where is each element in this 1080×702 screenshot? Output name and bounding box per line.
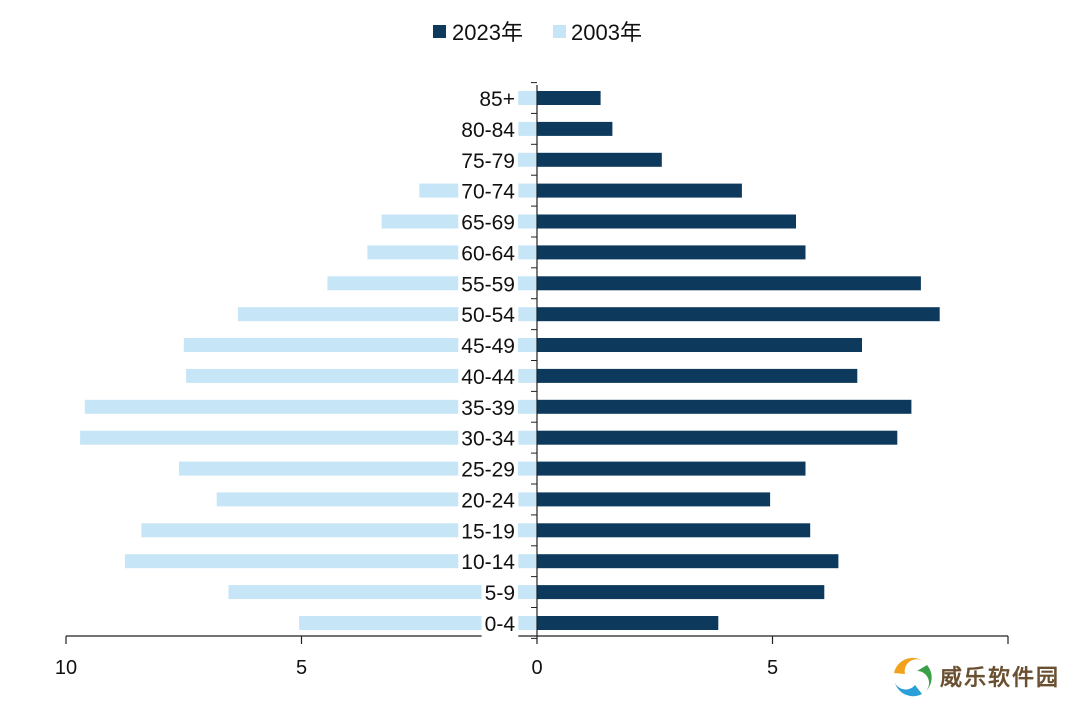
bar-right-85+ [537,91,601,105]
category-labels: 85+ 80-84 75-79 70-74 65-69 60-64 55-59 50-54 45… [458,87,519,637]
bar-right-50-54 [537,307,940,322]
category-label: 55-59 [461,273,515,296]
bar-left-10-14 [124,554,538,569]
bar-right-80-84 [537,121,613,136]
bar-right-20-24 [537,492,771,507]
bar-left-30-34 [80,430,537,445]
legend-swatch-0 [433,25,446,38]
category-label: 35-39 [461,397,515,420]
bar-right-65-69 [537,214,796,229]
category-label-background [481,612,519,637]
category-label: 25-29 [461,459,515,482]
category-label-background [458,148,518,174]
category-label-background [458,364,519,390]
x-tick-label: 5 [296,657,307,679]
category-label-background [458,550,519,576]
bar-left-40-44 [186,368,537,383]
legend-swatch-1 [553,25,566,38]
x-tick-label: 5 [767,657,778,679]
category-label-background [458,179,519,205]
category-label: 50-54 [461,304,515,327]
category-label-background [458,457,518,483]
bar-right-30-34 [537,430,898,445]
bar-left-0-4 [299,616,537,630]
category-label-background [458,395,518,421]
category-label-background [458,519,518,545]
category-label-background [476,87,518,112]
category-label-background [458,334,518,359]
category-label: 0-4 [485,613,516,636]
bar-left-85+ [518,91,537,105]
bar-right-75-79 [537,152,662,167]
category-label-background [458,272,518,298]
bar-right-25-29 [537,461,806,476]
category-label: 70-74 [461,181,515,204]
category-label: 65-69 [461,212,515,235]
x-tick-label: 0 [531,657,542,679]
category-label-background [458,117,519,143]
bar-right-0-4 [537,616,719,630]
category-label: 20-24 [461,489,515,512]
watermark-text: 威乐软件园 [940,665,1060,691]
category-label-background [458,241,519,267]
bar-right-40-44 [537,368,858,383]
watermark: 威乐软件园 [892,656,1060,698]
category-label: 5-9 [485,582,515,605]
legend: 2023年 2003年 [433,20,642,45]
legend-label-1: 2003年 [571,20,642,45]
bar-left-35-39 [84,399,538,414]
axes-group: 10 5 0 5 [55,82,1009,679]
category-label: 10-14 [461,551,515,574]
bar-left-45-49 [183,338,538,352]
swirl-logo-icon [892,656,934,698]
bar-right-5-9 [537,585,825,600]
category-label: 45-49 [461,335,515,358]
bar-right-45-49 [537,338,862,352]
bar-left-5-9 [228,585,537,600]
category-label: 80-84 [461,119,515,142]
legend-label-0: 2023年 [452,20,523,45]
category-label-background [458,488,519,514]
bar-left-15-19 [141,523,537,538]
bar-right-15-19 [537,523,811,538]
category-label-background [481,581,518,607]
category-label-background [458,303,519,329]
x-tick-label: 10 [55,657,77,679]
bar-right-35-39 [537,399,912,414]
bar-right-55-59 [537,276,921,291]
category-label: 85+ [479,88,515,111]
category-label: 60-64 [461,242,515,265]
category-label-background [458,426,519,452]
bar-right-60-64 [537,245,806,260]
category-label: 40-44 [461,366,515,389]
category-label: 15-19 [461,520,515,543]
bar-right-70-74 [537,183,742,198]
bar-left-20-24 [216,492,537,507]
bar-left-25-29 [179,461,537,476]
category-label: 75-79 [461,150,515,173]
category-label-background [458,210,518,236]
category-label: 30-34 [461,428,515,451]
bar-right-10-14 [537,554,839,569]
